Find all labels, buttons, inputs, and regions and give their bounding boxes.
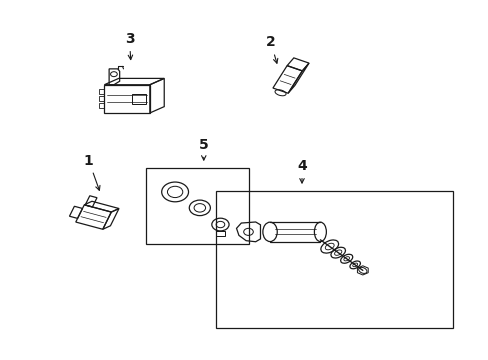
Text: 3: 3 xyxy=(124,32,134,59)
Text: 2: 2 xyxy=(265,36,277,63)
Bar xyxy=(146,168,249,243)
Text: 5: 5 xyxy=(199,138,208,160)
Text: 1: 1 xyxy=(84,154,100,190)
Bar xyxy=(215,190,452,328)
Text: 4: 4 xyxy=(297,159,306,183)
Bar xyxy=(131,94,146,104)
